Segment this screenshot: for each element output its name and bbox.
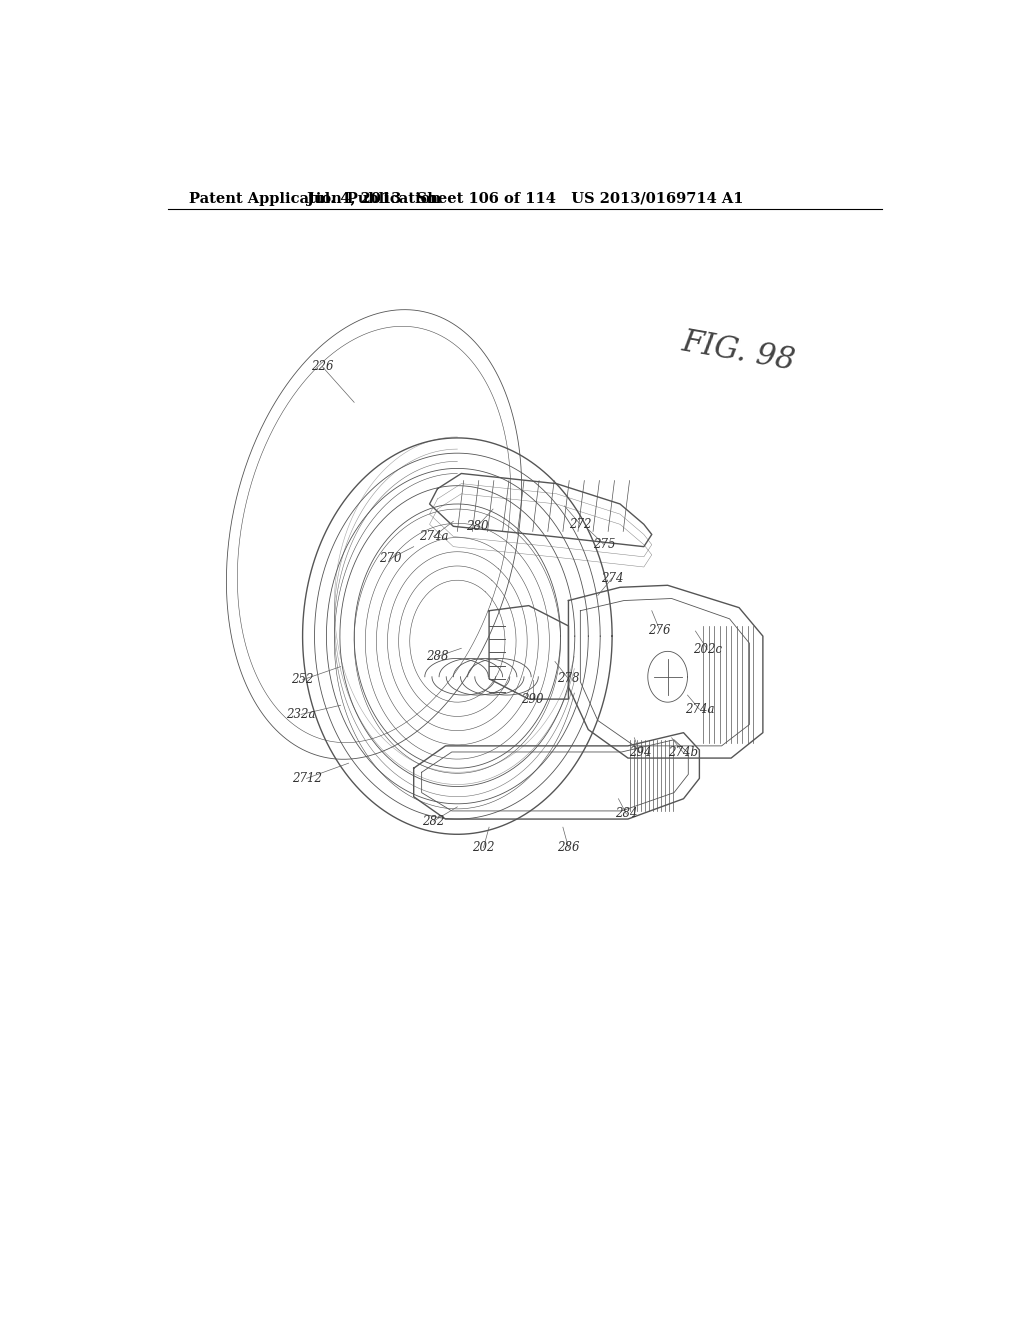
Text: 275: 275: [593, 539, 615, 552]
Text: 2712: 2712: [292, 772, 322, 785]
Text: 276: 276: [648, 623, 671, 636]
Text: 294: 294: [629, 747, 651, 759]
Text: 274a: 274a: [419, 531, 449, 543]
Text: 286: 286: [557, 841, 580, 854]
Text: 270: 270: [379, 552, 401, 565]
Text: Patent Application Publication: Patent Application Publication: [189, 191, 441, 206]
Text: 272: 272: [569, 517, 592, 531]
Text: FIG. 98: FIG. 98: [680, 326, 798, 376]
Text: 274b: 274b: [669, 747, 698, 759]
Text: 288: 288: [426, 649, 449, 663]
Text: 280: 280: [466, 520, 488, 533]
Text: 202c: 202c: [693, 643, 722, 656]
Text: 274: 274: [601, 572, 624, 585]
Text: Jul. 4, 2013   Sheet 106 of 114   US 2013/0169714 A1: Jul. 4, 2013 Sheet 106 of 114 US 2013/01…: [306, 191, 743, 206]
Text: 274a: 274a: [685, 702, 714, 715]
Text: 232a: 232a: [287, 708, 315, 721]
Text: 226: 226: [311, 360, 334, 374]
Text: 202: 202: [472, 841, 495, 854]
Text: 278: 278: [557, 672, 580, 685]
Text: 284: 284: [615, 808, 638, 821]
Text: 252: 252: [292, 673, 313, 686]
Text: 290: 290: [521, 693, 544, 706]
Text: 282: 282: [422, 814, 444, 828]
